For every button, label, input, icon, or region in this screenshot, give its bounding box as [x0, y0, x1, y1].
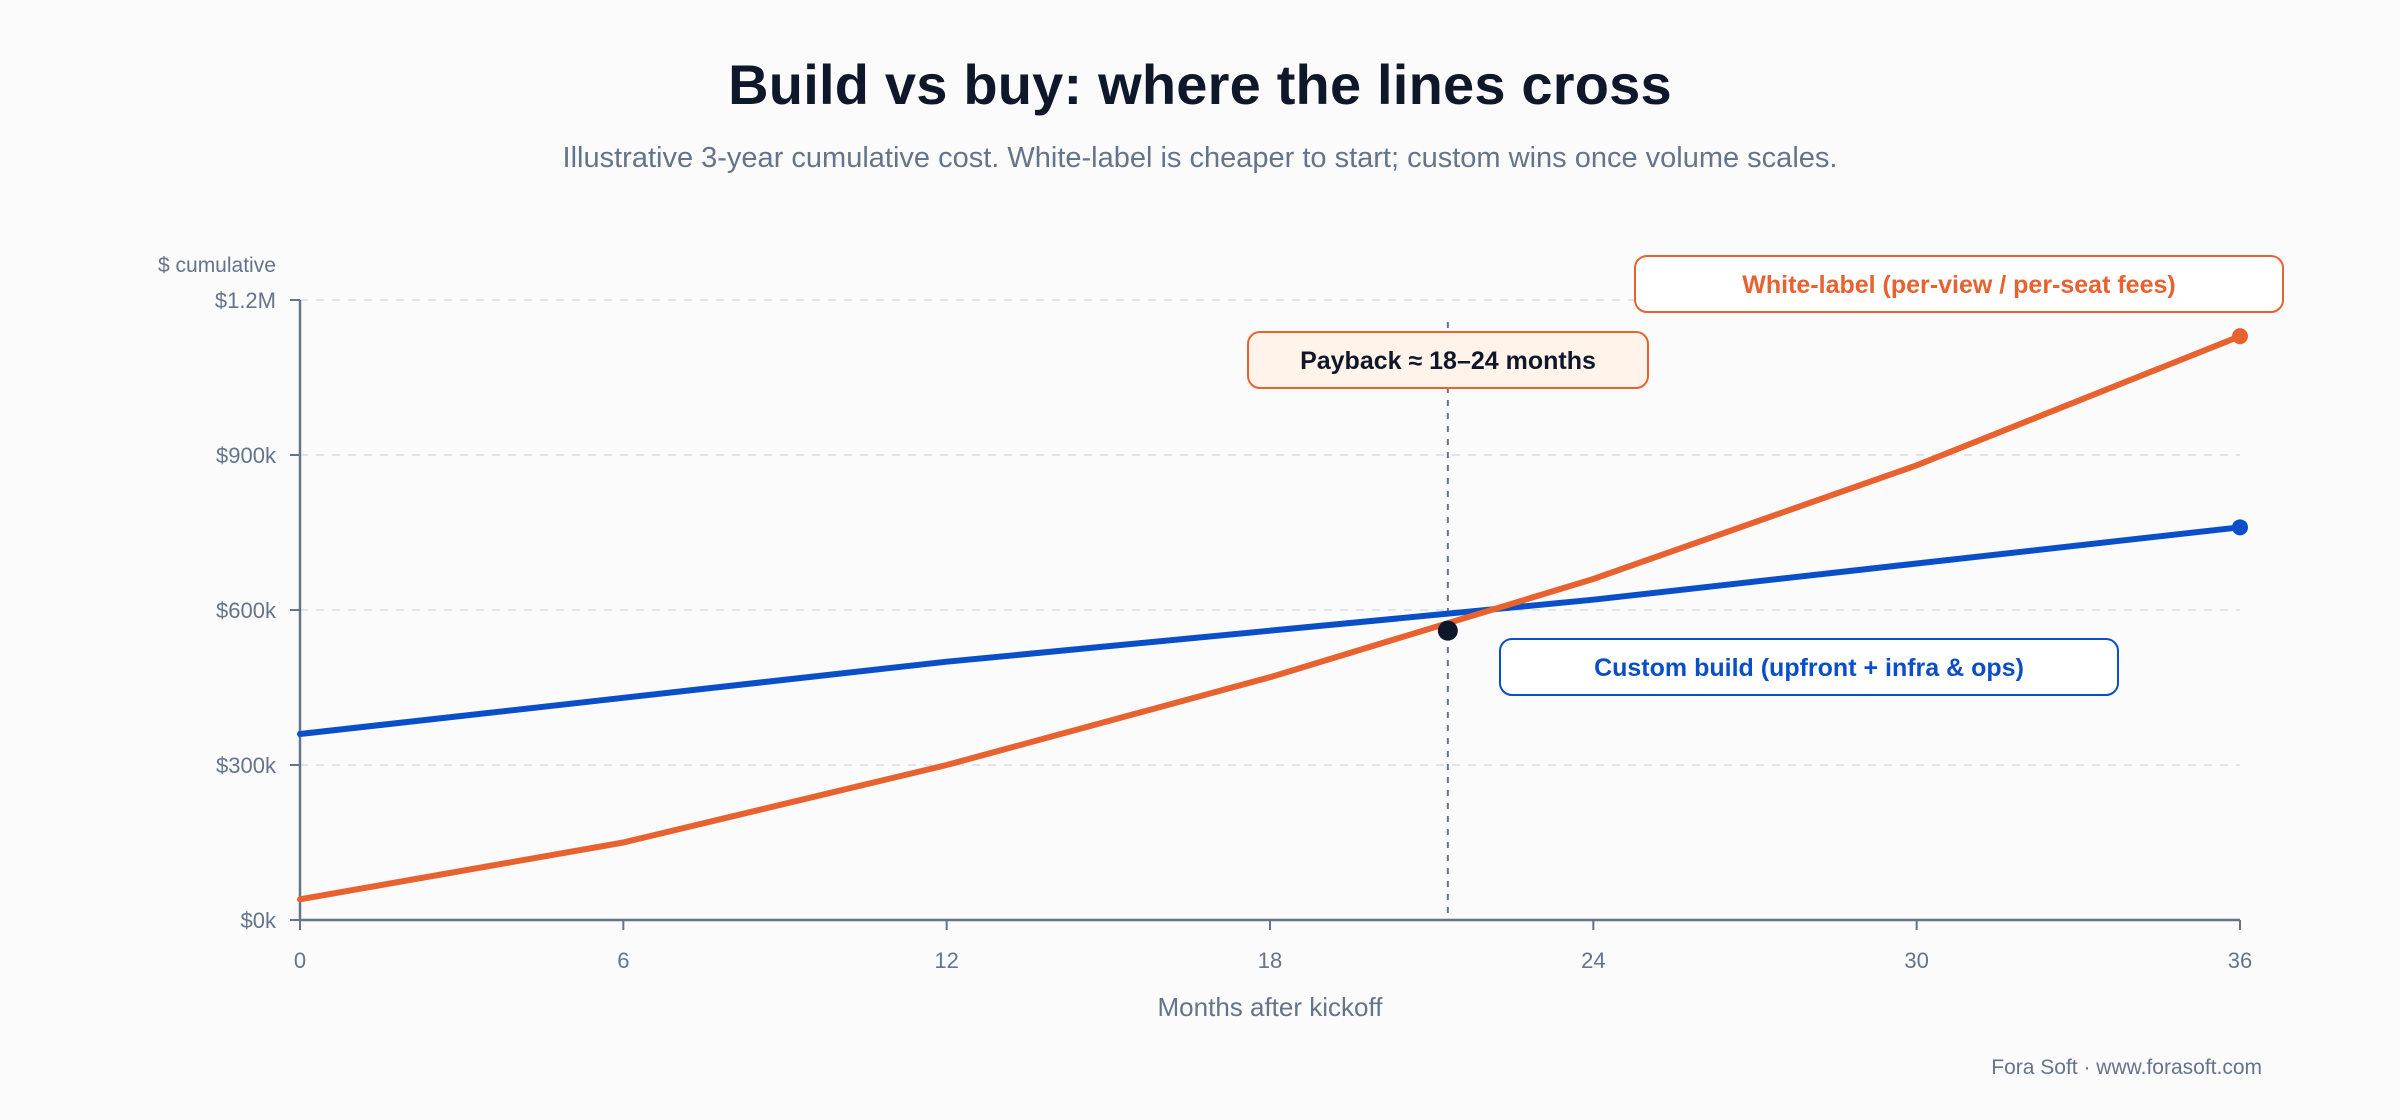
white-label-series-label: White-label (per-view / per-seat fees) [1742, 271, 2175, 299]
y-tick-label: $300k [216, 753, 277, 778]
series [297, 328, 2248, 903]
y-tick-label: $0k [241, 908, 277, 933]
chart-subtitle: Illustrative 3-year cumulative cost. Whi… [562, 142, 1838, 174]
x-tick-label: 0 [294, 948, 306, 973]
footer-credit: Fora Soft · www.forasoft.com [1991, 1056, 2262, 1079]
series-line-custom [297, 524, 2243, 737]
x-tick-label: 30 [1904, 948, 1928, 973]
custom-build-series-label: Custom build (upfront + infra & ops) [1594, 654, 2024, 682]
axes: $0k $300k $600k $900k $1.2M 0 6 12 18 24 30 36 Month… [158, 254, 2252, 1022]
chart-title: Build vs buy: where the lines cross [728, 53, 1672, 116]
x-tick-label: 36 [2228, 948, 2252, 973]
series-labels: Payback ≈ 18–24 months White-label (per-v… [1247, 255, 2284, 696]
white-label-series-label-box [1634, 255, 2284, 313]
x-tick-label: 6 [617, 948, 629, 973]
x-axis-title: Months after kickoff [1158, 992, 1384, 1022]
x-tick-label: 24 [1581, 948, 1605, 973]
x-tick-label: 12 [934, 948, 958, 973]
series-line-white-label [297, 333, 2243, 903]
y-tick-label: $900k [216, 443, 277, 468]
y-tick-label: $1.2M [215, 288, 276, 313]
crossover-marker [1437, 620, 1458, 641]
custom-build-series-label-box [1499, 638, 2119, 696]
x-tick-label: 18 [1258, 948, 1282, 973]
y-tick-label: $600k [216, 598, 277, 623]
series-end-point-white-label [2232, 328, 2248, 345]
y-axis-title: $ cumulative [158, 254, 276, 277]
series-end-point-custom [2232, 519, 2248, 536]
payback-callout-box [1247, 331, 1649, 389]
payback-callout-label: Payback ≈ 18–24 months [1300, 347, 1596, 375]
